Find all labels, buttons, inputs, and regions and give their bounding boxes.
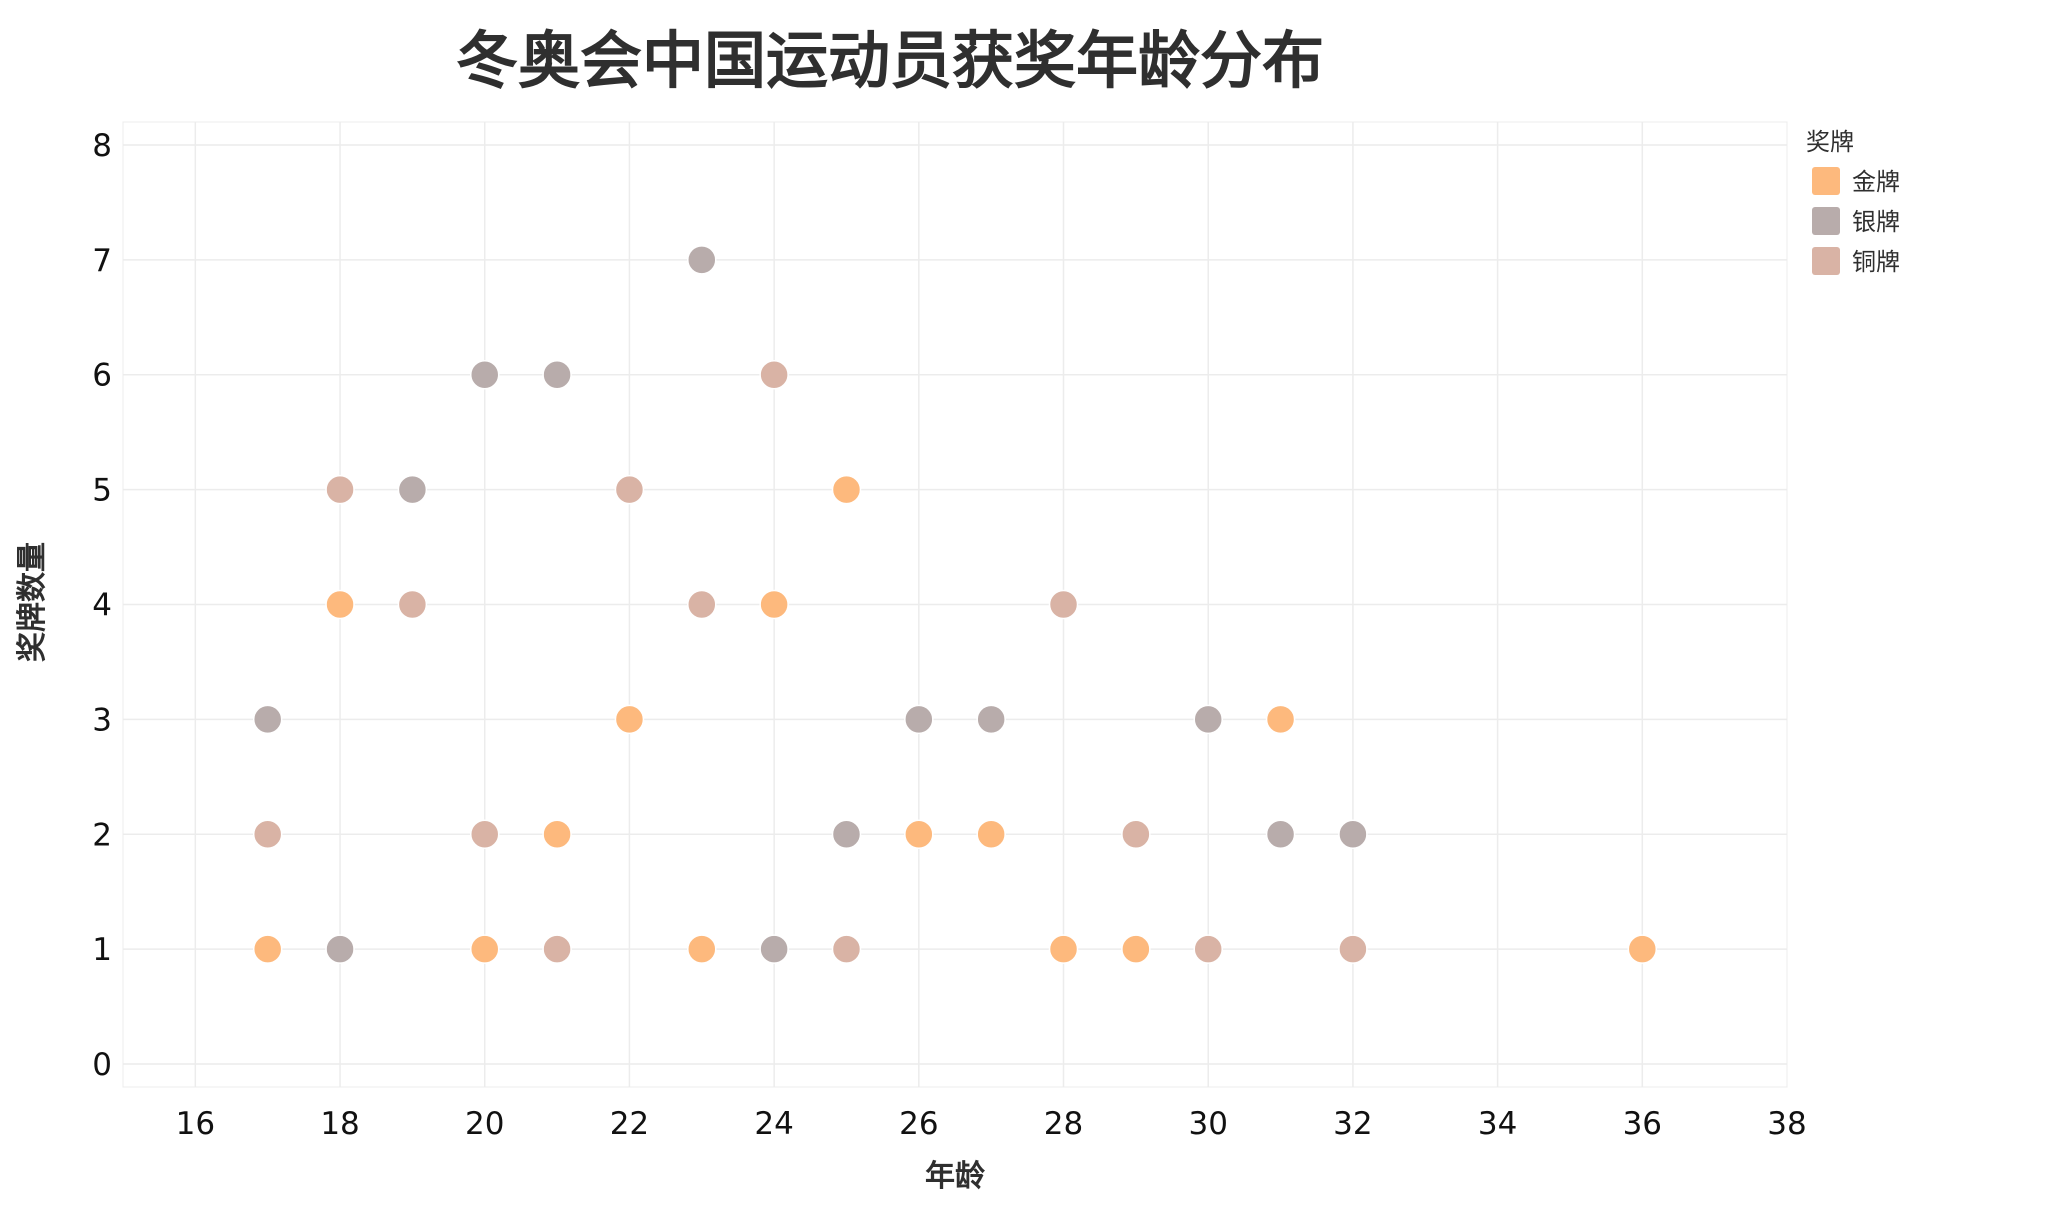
y-tick-label: 8 [92, 128, 112, 164]
scatter-point [831, 819, 862, 850]
scatter-point [759, 589, 789, 620]
scatter-point [1121, 934, 1151, 964]
scatter-point [1121, 819, 1151, 850]
x-tick-label: 22 [610, 1106, 649, 1142]
y-tick-label: 5 [92, 473, 112, 509]
x-tick-label: 26 [899, 1106, 938, 1142]
scatter-point [542, 819, 572, 850]
scatter-point [614, 704, 645, 735]
scatter-point [687, 589, 717, 620]
scatter-point [687, 245, 717, 275]
legend-label: 金牌 [1852, 168, 1900, 196]
chart-title: 冬奥会中国运动员获奖年龄分布 [456, 24, 1324, 97]
x-tick-label: 28 [1044, 1106, 1083, 1142]
scatter-point [1193, 704, 1223, 735]
x-tick-label: 16 [176, 1106, 215, 1142]
legend-swatch [1812, 167, 1840, 195]
x-tick-label: 36 [1623, 1106, 1662, 1142]
scatter-point [1627, 934, 1658, 964]
y-tick-label: 1 [92, 932, 112, 968]
legend-swatch [1812, 247, 1840, 275]
legend-title: 奖牌 [1806, 128, 1854, 156]
scatter-point [759, 359, 789, 390]
scatter-point [325, 589, 355, 620]
scatter-point [1265, 704, 1296, 735]
y-tick-label: 7 [92, 243, 112, 279]
scatter-point [904, 704, 934, 735]
scatter-point [1338, 819, 1368, 850]
scatter-point [542, 934, 572, 964]
scatter-point [469, 819, 500, 850]
scatter-point [252, 819, 283, 850]
scatter-point [1193, 934, 1223, 964]
x-axis-title: 年龄 [925, 1159, 986, 1194]
legend-label: 银牌 [1852, 208, 1900, 236]
scatter-point [542, 359, 572, 390]
scatter-point [687, 934, 717, 964]
scatter-point [252, 704, 283, 735]
legend-swatch [1812, 207, 1840, 235]
scatter-point [469, 359, 500, 390]
scatter-point [469, 934, 500, 964]
scatter-point [759, 934, 789, 964]
data-points [252, 245, 1658, 964]
scatter-point [976, 819, 1006, 850]
x-tick-label: 18 [320, 1106, 359, 1142]
y-axis-title: 奖牌数量 [15, 542, 50, 662]
y-tick-label: 6 [92, 358, 112, 394]
x-tick-label: 32 [1333, 1106, 1372, 1142]
y-tick-label: 4 [92, 588, 112, 624]
x-tick-label: 30 [1188, 1106, 1227, 1142]
x-tick-label: 24 [754, 1106, 793, 1142]
scatter-point [1048, 934, 1079, 964]
scatter-point [831, 474, 862, 505]
x-tick-label: 34 [1478, 1106, 1517, 1142]
scatter-point [1338, 934, 1368, 964]
scatter-point [976, 704, 1006, 735]
grid-lines [122, 121, 1788, 1088]
scatter-point [831, 934, 862, 964]
scatter-point [1265, 819, 1296, 850]
scatter-point [904, 819, 934, 850]
scatter-point [614, 474, 645, 505]
legend-label: 铜牌 [1852, 248, 1900, 276]
scatter-point [325, 934, 355, 964]
x-tick-label: 20 [465, 1106, 504, 1142]
x-tick-label: 38 [1767, 1106, 1806, 1142]
scatter-point [397, 474, 428, 505]
scatter-point [397, 589, 428, 620]
scatter-point [1048, 589, 1079, 620]
y-tick-label: 0 [92, 1047, 112, 1083]
y-tick-label: 2 [92, 817, 112, 853]
scatter-point [325, 474, 355, 505]
scatter-point [252, 934, 283, 964]
y-tick-label: 3 [92, 702, 112, 738]
